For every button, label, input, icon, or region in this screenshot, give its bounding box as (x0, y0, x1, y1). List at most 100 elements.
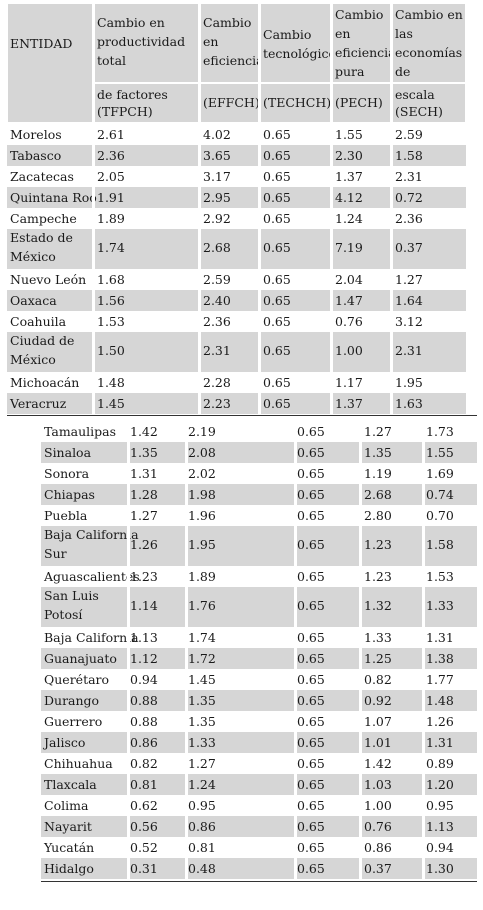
column-divider (185, 587, 188, 627)
cell-pure: 0.92 (364, 693, 392, 708)
cell-tech: 0.65 (297, 445, 325, 460)
header-text: Cambio en (395, 7, 463, 22)
cell-tfp: 1.12 (130, 651, 158, 666)
cell-tech: 0.65 (263, 169, 291, 184)
cell-scale: 2.36 (395, 211, 423, 226)
column-divider (330, 393, 333, 414)
cell-tfp: 1.31 (130, 466, 158, 481)
column-divider (294, 421, 297, 442)
row-entity-name: Jalisco (44, 735, 86, 750)
table-row: Sinaloa 1.35 2.08 0.65 1.35 1.55 (41, 442, 477, 463)
row-entity-name: México (10, 249, 56, 264)
cell-tfp: 1.74 (97, 240, 125, 255)
row-entity-name: Querétaro (44, 672, 110, 687)
cell-tech: 0.65 (263, 211, 291, 226)
column-divider (185, 648, 188, 669)
cell-tech: 0.65 (297, 672, 325, 687)
header-text: (EFFCH) (203, 95, 258, 110)
cell-eff: 1.24 (188, 777, 216, 792)
cell-eff: 1.33 (188, 735, 216, 750)
column-divider (127, 816, 130, 837)
cell-pure: 1.47 (335, 293, 363, 308)
cell-tfp: 0.56 (130, 819, 158, 834)
column-divider (185, 463, 188, 484)
column-divider (185, 774, 188, 795)
column-divider (258, 372, 261, 393)
column-divider (185, 421, 188, 442)
table-row: Oaxaca 1.56 2.40 0.65 1.47 1.64 (7, 290, 466, 311)
table-row: Tabasco 2.36 3.65 0.65 2.30 1.58 (7, 145, 466, 166)
table-row: Baja California Sur 1.26 1.95 0.65 1.23 1.58 (41, 526, 477, 566)
cell-eff: 0.86 (188, 819, 216, 834)
table-row: Tamaulipas 1.42 2.19 0.65 1.27 1.73 (41, 421, 477, 442)
cell-scale: 1.27 (395, 272, 423, 287)
column-divider (198, 145, 201, 166)
column-divider (359, 442, 362, 463)
cell-eff: 2.95 (203, 190, 231, 205)
cell-pure: 1.32 (364, 598, 392, 613)
header-text: (TECHCH) (263, 95, 330, 110)
column-divider (185, 858, 188, 879)
column-divider (294, 526, 297, 566)
cell-pure: 1.01 (364, 735, 392, 750)
cell-tech: 0.65 (263, 148, 291, 163)
column-divider (359, 753, 362, 774)
table-row: Querétaro 0.94 1.45 0.65 0.82 1.77 (41, 669, 477, 690)
column-divider (294, 774, 297, 795)
column-divider (258, 124, 261, 145)
cell-tech: 0.65 (297, 537, 325, 552)
column-divider (92, 229, 95, 269)
cell-pure: 1.37 (335, 169, 363, 184)
cell-tfp: 0.86 (130, 735, 158, 750)
column-divider (390, 332, 393, 372)
cell-tech: 0.65 (297, 798, 325, 813)
column-divider (185, 795, 188, 816)
cell-scale: 1.48 (426, 693, 454, 708)
cell-tech: 0.65 (297, 466, 325, 481)
table-row: Veracruz 1.45 2.23 0.65 1.37 1.63 (7, 393, 466, 414)
header-text: economías (395, 45, 463, 60)
column-divider (198, 208, 201, 229)
cell-tfp: 0.94 (130, 672, 158, 687)
cell-eff: 1.76 (188, 598, 216, 613)
column-divider (330, 332, 333, 372)
table-row: Guerrero 0.88 1.35 0.65 1.07 1.26 (41, 711, 477, 732)
cell-tfp: 1.50 (97, 343, 125, 358)
cell-eff: 0.48 (188, 861, 216, 876)
column-divider (258, 208, 261, 229)
column-divider (185, 816, 188, 837)
column-divider (330, 208, 333, 229)
table-rule (41, 881, 477, 882)
table-row: Colima 0.62 0.95 0.65 1.00 0.95 (41, 795, 477, 816)
cell-tfp: 1.48 (97, 375, 125, 390)
column-divider (390, 187, 393, 208)
column-divider (127, 669, 130, 690)
row-entity-name: Coahuila (10, 314, 67, 329)
table-row: Jalisco 0.86 1.33 0.65 1.01 1.31 (41, 732, 477, 753)
cell-scale: 0.72 (395, 190, 423, 205)
header-scale-sub: escala (SECH) (393, 84, 465, 122)
cell-tfp: 1.27 (130, 508, 158, 523)
cell-pure: 1.03 (364, 777, 392, 792)
cell-scale: 1.26 (426, 714, 454, 729)
column-divider (92, 372, 95, 393)
cell-tech: 0.65 (297, 756, 325, 771)
column-divider (92, 145, 95, 166)
column-divider (422, 648, 425, 669)
header-text: (SECH) (395, 104, 443, 119)
row-entity-name: San Luis (44, 588, 99, 603)
cell-scale: 0.95 (426, 798, 454, 813)
row-entity-name: Quintana Roo (10, 190, 97, 205)
cell-eff: 3.65 (203, 148, 231, 163)
column-divider (330, 145, 333, 166)
cell-scale: 3.12 (395, 314, 423, 329)
column-divider (422, 526, 425, 566)
cell-tech: 0.65 (263, 293, 291, 308)
column-divider (294, 753, 297, 774)
table-row: Chihuahua 0.82 1.27 0.65 1.42 0.89 (41, 753, 477, 774)
column-divider (422, 566, 425, 587)
header-text: en (203, 34, 219, 49)
column-divider (185, 690, 188, 711)
column-divider (127, 711, 130, 732)
cell-pure: 1.55 (335, 127, 363, 142)
